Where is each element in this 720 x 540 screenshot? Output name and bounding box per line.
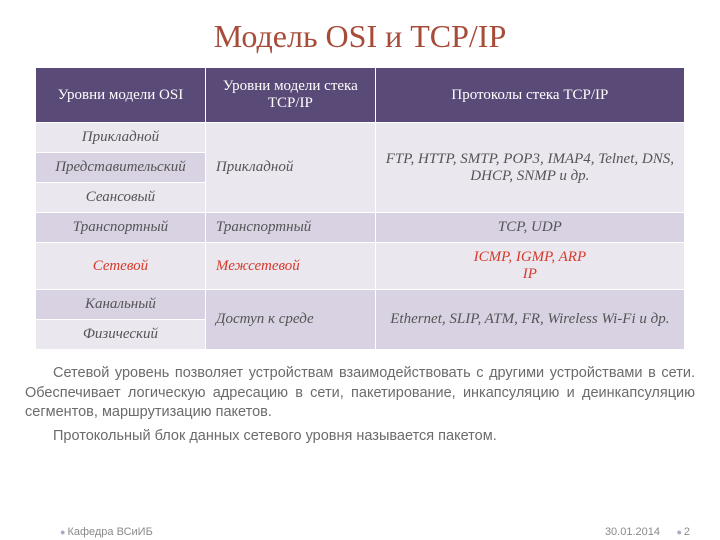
slide-title: Модель OSI и TCP/IP: [0, 0, 720, 67]
footer-department: ●Кафедра ВСиИБ: [60, 526, 153, 538]
footer-date: 30.01.2014: [605, 526, 660, 538]
tcpip-access: Доступ к среде: [205, 290, 375, 350]
protocols-internet-line1: ICMP, IGMP, ARP: [474, 249, 587, 265]
tcpip-internet: Межсетевой: [205, 243, 375, 290]
description-block: Сетевой уровень позволяет устройствам вз…: [25, 364, 695, 446]
osi-transport: Транспортный: [36, 213, 206, 243]
paragraph-1: Сетевой уровень позволяет устройствам вз…: [25, 364, 695, 423]
osi-presentation: Представительский: [36, 153, 206, 183]
osi-tcpip-table: Уровни модели OSI Уровни модели стека TC…: [35, 67, 685, 350]
table-row: Прикладной Прикладной FTP, HTTP, SMTP, P…: [36, 123, 685, 153]
tcpip-application: Прикладной: [205, 123, 375, 213]
protocols-transport: TCP, UDP: [375, 213, 684, 243]
protocols-internet-line2: IP: [523, 266, 537, 282]
header-osi: Уровни модели OSI: [36, 68, 206, 123]
protocols-application: FTP, HTTP, SMTP, POP3, IMAP4, Telnet, DN…: [375, 123, 684, 213]
osi-application: Прикладной: [36, 123, 206, 153]
osi-physical: Физический: [36, 320, 206, 350]
tcpip-transport: Транспортный: [205, 213, 375, 243]
footer-page-number: ●2: [676, 526, 690, 538]
header-tcpip: Уровни модели стека TCP/IP: [205, 68, 375, 123]
table-row: Сетевой Межсетевой ICMP, IGMP, ARP IP: [36, 243, 685, 290]
osi-datalink: Канальный: [36, 290, 206, 320]
footer-page-text: 2: [684, 526, 690, 538]
header-protocols: Протоколы стека TCP/IP: [375, 68, 684, 123]
osi-network: Сетевой: [36, 243, 206, 290]
footer-dept-text: Кафедра ВСиИБ: [67, 526, 152, 538]
protocols-access: Ethernet, SLIP, ATM, FR, Wireless Wi-Fi …: [375, 290, 684, 350]
table-row: Транспортный Транспортный TCP, UDP: [36, 213, 685, 243]
paragraph-2: Протокольный блок данных сетевого уровня…: [25, 427, 695, 447]
protocols-internet: ICMP, IGMP, ARP IP: [375, 243, 684, 290]
table-row: Канальный Доступ к среде Ethernet, SLIP,…: [36, 290, 685, 320]
table-header-row: Уровни модели OSI Уровни модели стека TC…: [36, 68, 685, 123]
osi-session: Сеансовый: [36, 183, 206, 213]
